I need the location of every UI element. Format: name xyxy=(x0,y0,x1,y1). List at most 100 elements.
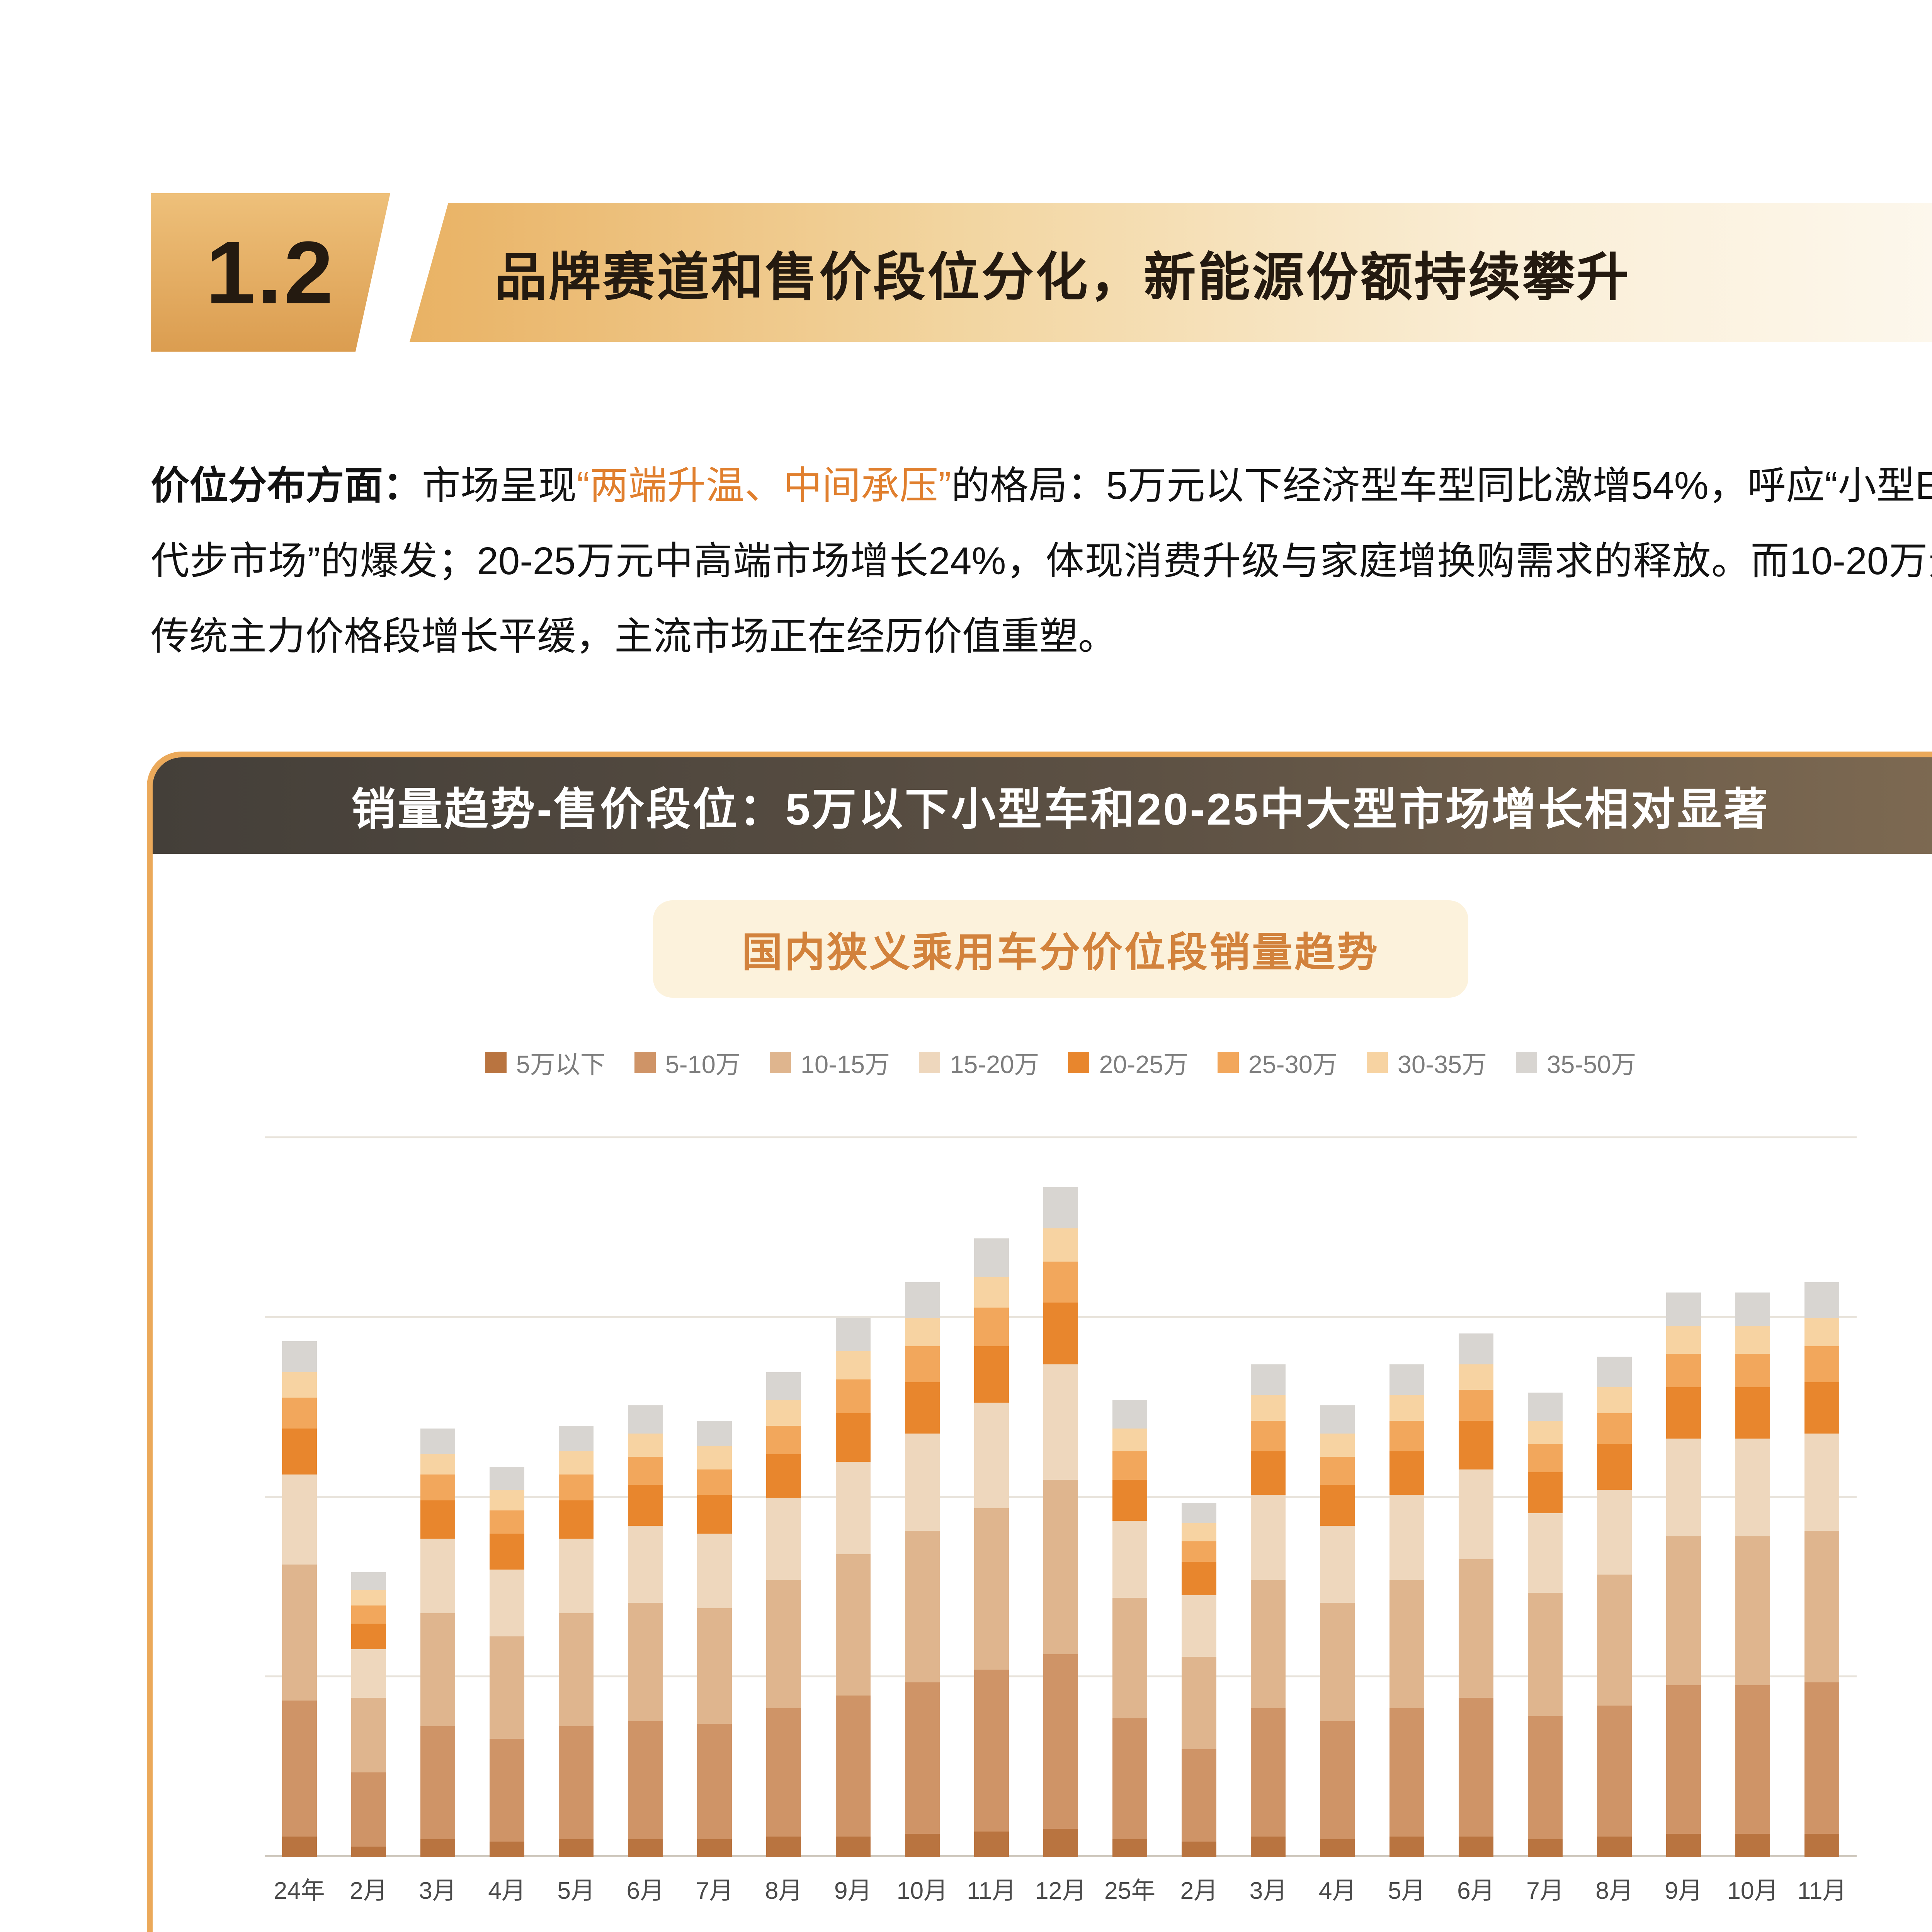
bar-segment xyxy=(766,1836,801,1857)
bar-segment xyxy=(351,1649,386,1698)
bar xyxy=(542,1138,611,1857)
bar-segment xyxy=(1597,1490,1632,1575)
bar-stack xyxy=(628,1405,663,1857)
bar-segment xyxy=(628,1456,663,1485)
bar xyxy=(1234,1138,1303,1857)
bar-segment xyxy=(1666,1834,1701,1857)
x-axis-label: 5月 xyxy=(1388,1877,1426,1904)
bar-segment xyxy=(1735,1439,1770,1536)
bar-segment xyxy=(1320,1721,1355,1839)
bar-segment xyxy=(628,1405,663,1434)
bar-stack xyxy=(489,1467,524,1857)
bar-segment xyxy=(1112,1480,1148,1521)
bar-segment xyxy=(1597,1413,1632,1444)
bar-segment xyxy=(1112,1520,1148,1598)
bar-segment xyxy=(1112,1718,1148,1839)
bar-stack xyxy=(351,1572,386,1857)
bar xyxy=(1441,1138,1510,1857)
bar-segment xyxy=(974,1670,1009,1832)
bar xyxy=(749,1138,818,1857)
bar-segment xyxy=(766,1708,801,1837)
bar-segment xyxy=(1182,1595,1217,1657)
bar-segment xyxy=(1735,1325,1770,1354)
bar-segment xyxy=(1320,1433,1355,1457)
legend-item: 15-20万 xyxy=(919,1044,1039,1080)
bar-segment xyxy=(420,1428,455,1454)
bar-stack xyxy=(1527,1392,1563,1857)
bar xyxy=(1372,1138,1441,1857)
intro-seg2: 的格局：5万元以下经济型车型同比激增54%，呼应“小型EV代步市场”的爆发；20… xyxy=(151,464,1932,658)
legend-color-icon xyxy=(919,1051,940,1073)
bar-segment xyxy=(1182,1503,1217,1524)
bar-segment xyxy=(697,1420,732,1447)
bar-segment xyxy=(1251,1836,1286,1857)
bar-stack xyxy=(1251,1364,1286,1857)
bar-segment xyxy=(1182,1562,1217,1595)
bar-segment xyxy=(1251,1708,1286,1837)
bar-segment xyxy=(559,1500,594,1539)
bar-segment xyxy=(420,1539,455,1613)
bar-segment xyxy=(835,1554,871,1696)
bar-stack xyxy=(1182,1503,1217,1857)
bar-segment xyxy=(1043,1828,1078,1857)
bar-segment xyxy=(1389,1420,1424,1452)
x-axis-labels: 24年 2月 3月 4月 5月 6月 7月 8月 9月 10月 11月 12月 25年 2月 3月 4月 5月 6… xyxy=(265,1871,1857,1906)
bar xyxy=(334,1138,403,1857)
bar xyxy=(472,1138,541,1857)
bar-segment xyxy=(1666,1292,1701,1326)
bar-segment xyxy=(1389,1580,1424,1708)
bar-segment xyxy=(835,1351,871,1380)
x-axis-label: 6月 xyxy=(1457,1877,1495,1904)
bar-segment xyxy=(1458,1333,1493,1364)
bar-segment xyxy=(282,1372,317,1398)
bar-segment xyxy=(1112,1598,1148,1719)
bar xyxy=(1510,1138,1580,1857)
bar-segment xyxy=(1804,1682,1840,1834)
bar-segment xyxy=(1527,1444,1563,1472)
bar-segment xyxy=(905,1834,940,1857)
bar-segment xyxy=(1666,1354,1701,1388)
bar xyxy=(611,1138,680,1857)
bar xyxy=(1649,1138,1718,1857)
bar-segment xyxy=(1182,1842,1217,1857)
bar-segment xyxy=(1182,1541,1217,1562)
x-axis-label: 8月 xyxy=(1595,1877,1633,1904)
bar xyxy=(1165,1138,1234,1857)
bar-segment xyxy=(1458,1469,1493,1560)
bar-segment xyxy=(420,1454,455,1475)
legend-color-icon xyxy=(769,1051,791,1073)
bar-segment xyxy=(628,1721,663,1839)
bar-stack xyxy=(905,1282,940,1857)
bar-segment xyxy=(905,1382,940,1434)
bar-segment xyxy=(974,1277,1009,1308)
intro-highlight: “两端升温、中间承压” xyxy=(577,464,951,507)
x-axis-label: 7月 xyxy=(696,1877,733,1904)
bar-segment xyxy=(835,1413,871,1462)
bar-segment xyxy=(1527,1513,1563,1593)
x-axis-label: 24年 xyxy=(274,1877,325,1904)
bar-segment xyxy=(559,1475,594,1500)
bar-segment xyxy=(1804,1531,1840,1683)
legend-label: 5万以下 xyxy=(516,1050,605,1078)
bar-stack xyxy=(974,1238,1009,1857)
legend-label: 15-20万 xyxy=(950,1050,1039,1078)
bar xyxy=(403,1138,472,1857)
bar xyxy=(265,1138,334,1857)
x-axis-label: 11月 xyxy=(1797,1877,1847,1904)
bar-segment xyxy=(1458,1420,1493,1469)
bar-segment xyxy=(1597,1706,1632,1837)
bar-segment xyxy=(1389,1708,1424,1837)
bar-segment xyxy=(1043,1654,1078,1829)
section-number-badge: 1.2 xyxy=(151,193,390,352)
bar-segment xyxy=(1043,1480,1078,1655)
chart-area xyxy=(265,1136,1857,1857)
bar-segment xyxy=(1320,1485,1355,1526)
bar-segment xyxy=(1112,1400,1148,1429)
x-axis-label: 10月 xyxy=(896,1877,948,1904)
bar-segment xyxy=(697,1839,732,1857)
x-axis-label: 9月 xyxy=(834,1877,872,1904)
x-axis-label: 2月 xyxy=(350,1877,388,1904)
legend-color-icon xyxy=(1217,1051,1239,1073)
bar-segment xyxy=(1043,1261,1078,1303)
